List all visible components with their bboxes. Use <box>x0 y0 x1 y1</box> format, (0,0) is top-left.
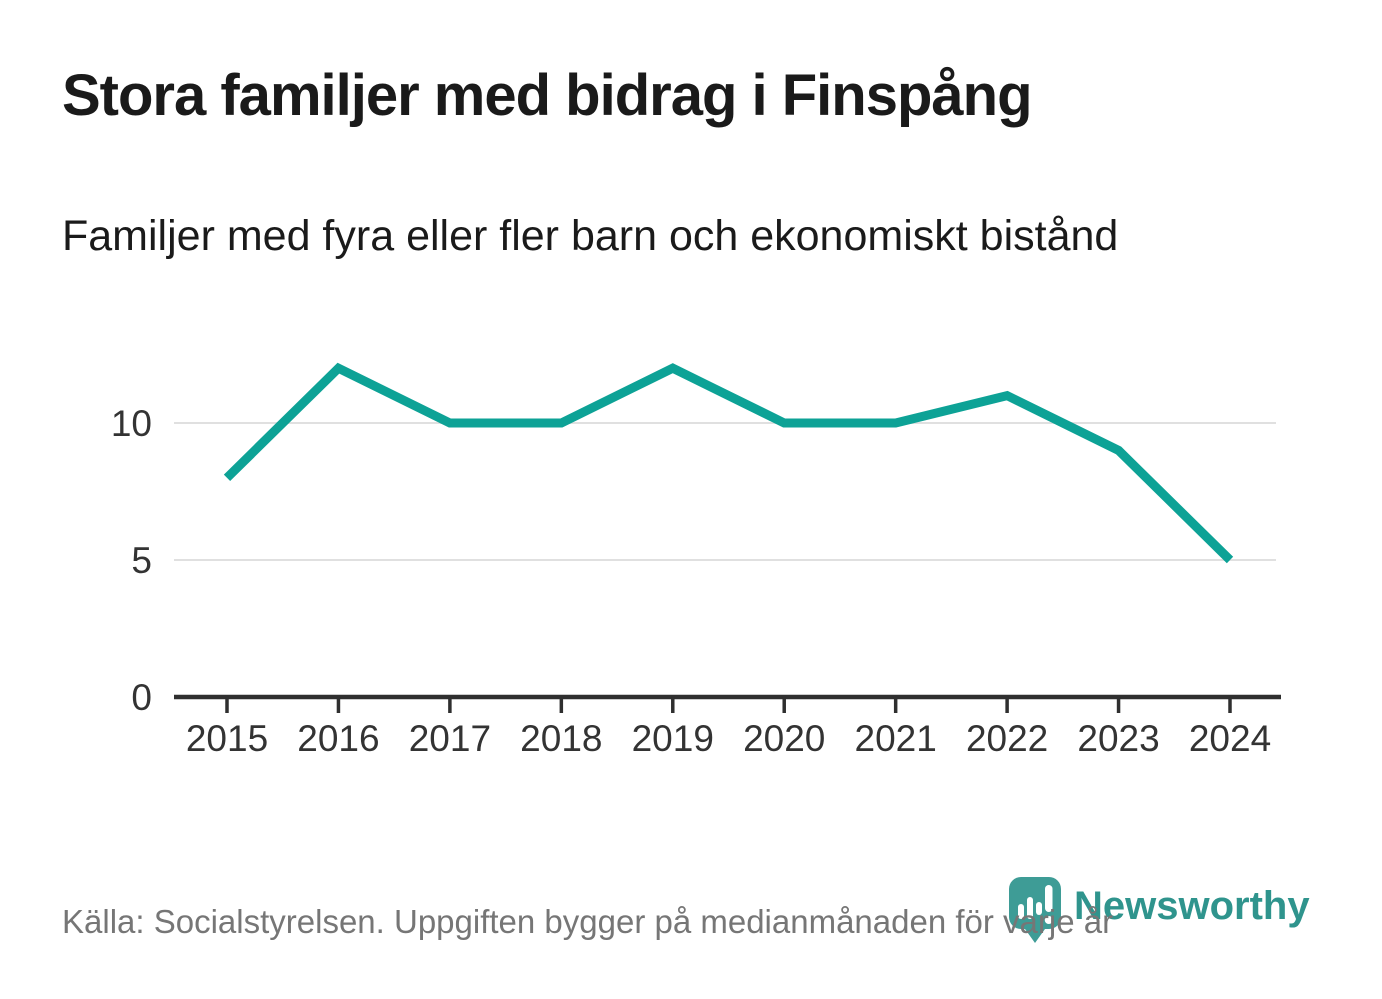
exclamation-dot <box>1044 916 1053 924</box>
x-tick-label-2020: 2020 <box>743 718 825 759</box>
newsworthy-pin-bar-chart-icon <box>1009 877 1061 943</box>
x-tick-label-2024: 2024 <box>1189 718 1271 759</box>
bar-small <box>1018 904 1024 919</box>
x-tick-label-2022: 2022 <box>966 718 1048 759</box>
bar-medium <box>1036 902 1042 915</box>
y-tick-label-10: 10 <box>111 403 152 444</box>
x-tick-label-2018: 2018 <box>520 718 602 759</box>
source-note: Källa: Socialstyrelsen. Uppgiften bygger… <box>62 903 1114 940</box>
exclamation-stem <box>1045 885 1053 912</box>
y-tick-label-5: 5 <box>131 540 152 581</box>
x-tick-label-2016: 2016 <box>297 718 379 759</box>
x-tick-label-2023: 2023 <box>1077 718 1159 759</box>
x-tick-label-2017: 2017 <box>409 718 491 759</box>
x-tick-label-2021: 2021 <box>855 718 937 759</box>
x-tick-label-2019: 2019 <box>632 718 714 759</box>
y-tick-label-0: 0 <box>131 677 152 718</box>
page-title: Stora familjer med bidrag i Finspång <box>62 63 1033 128</box>
page-subtitle: Familjer med fyra eller fler barn och ek… <box>62 212 1119 260</box>
x-tick-label-2015: 2015 <box>186 718 268 759</box>
bar-tall <box>1027 897 1033 919</box>
newsworthy-wordmark: Newsworthy <box>1074 884 1310 928</box>
data-line-series <box>223 362 1234 564</box>
newsworthy-logo: Newsworthy <box>1008 876 1310 944</box>
